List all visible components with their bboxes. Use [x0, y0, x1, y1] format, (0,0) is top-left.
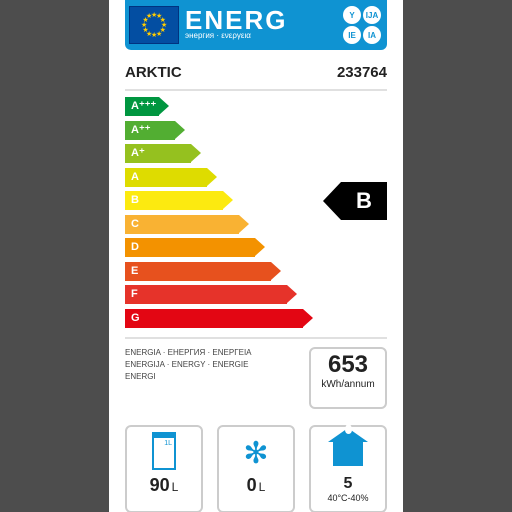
rating-indicator: B [323, 182, 387, 220]
header-badge: IJA [363, 6, 381, 24]
scale-bar-g: G [125, 309, 313, 328]
divider [125, 89, 387, 91]
brand-name: ARKTIC [125, 64, 182, 81]
fresh-value: 90 [150, 475, 170, 495]
scale-bar-d: D [125, 238, 265, 257]
header-badge: IE [343, 26, 361, 44]
divider [125, 337, 387, 339]
scale-bar-b: B [125, 191, 233, 210]
header-badge: IA [363, 26, 381, 44]
header-text: ENERG энергия · ενεργεια [185, 9, 343, 41]
scale-bar-a: A [125, 168, 217, 187]
annual-unit: kWh/annum [311, 379, 385, 390]
header-badges: YIJAIEIA [343, 6, 381, 44]
scale-bar-c: C [125, 215, 249, 234]
scale-bar-f: F [125, 285, 297, 304]
annual-value: 653 [311, 351, 385, 379]
frozen-unit: L [259, 480, 266, 494]
header-title: ENERG [185, 9, 343, 31]
house-icon [331, 438, 365, 468]
spec-row: 1L 90L ✻ 0L 5 40°C-40% [125, 425, 387, 512]
scale-bar-e: E [125, 262, 281, 281]
efficiency-scale: A⁺⁺⁺A⁺⁺A⁺ABCDEFGB [125, 97, 387, 329]
product-row: ARKTIC 233764 [125, 64, 387, 81]
header-bar: ★★★★★★★★★★★★ ENERG энергия · ενεργεια YI… [125, 0, 387, 50]
frozen-volume-box: ✻ 0L [217, 425, 295, 512]
model-number: 233764 [337, 64, 387, 81]
eu-star-icon: ★ [146, 13, 152, 20]
scale-bar-aplusplus: A⁺⁺ [125, 121, 185, 140]
header-badge: Y [343, 6, 361, 24]
energy-label-card: ★★★★★★★★★★★★ ENERG энергия · ενεργεια YI… [125, 0, 387, 512]
climate-class-box: 5 40°C-40% [309, 425, 387, 512]
climate-range: 40°C-40% [311, 493, 385, 503]
consumption-row: ENERGIA · ЕНЕРГИЯ · ΕΝΕΡΓΕΙΑ ENERGIJA · … [125, 347, 387, 409]
scale-bar-aplusplusplus: A⁺⁺⁺ [125, 97, 169, 116]
page: ★★★★★★★★★★★★ ENERG энергия · ενεργεια YI… [109, 0, 403, 512]
eu-flag-icon: ★★★★★★★★★★★★ [129, 6, 179, 44]
fresh-unit: L [172, 480, 179, 494]
scale-bar-aplus: A⁺ [125, 144, 201, 163]
fresh-volume-box: 1L 90L [125, 425, 203, 512]
climate-value: 5 [311, 475, 385, 493]
milk-carton-icon: 1L [152, 436, 176, 470]
snowflake-icon: ✻ [243, 436, 268, 471]
frozen-value: 0 [247, 475, 257, 495]
annual-consumption-box: 653 kWh/annum [309, 347, 387, 409]
energy-multilang: ENERGIA · ЕНЕРГИЯ · ΕΝΕΡΓΕΙΑ ENERGIJA · … [125, 347, 275, 383]
